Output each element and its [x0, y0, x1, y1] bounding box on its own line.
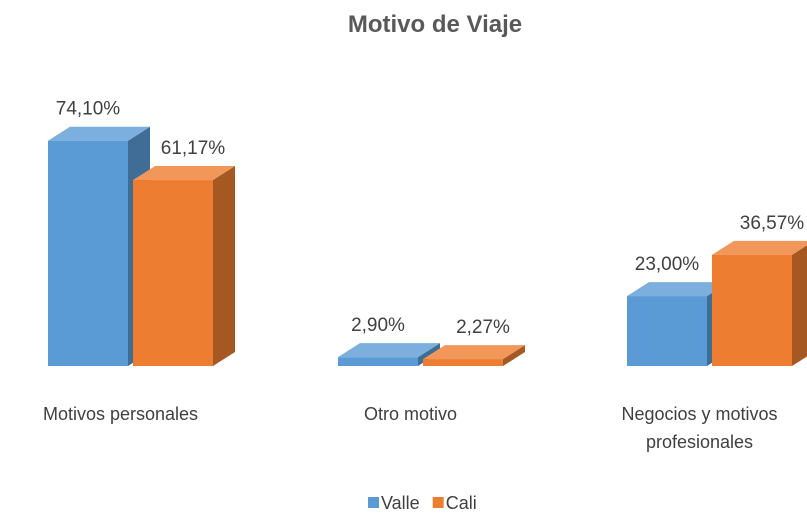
- legend-label: Cali: [446, 493, 477, 513]
- bar: [712, 240, 807, 366]
- legend-swatch: [368, 497, 379, 508]
- chart-title: Motivo de Viaje: [348, 11, 522, 38]
- x-tick-label: Otro motivo: [363, 404, 458, 424]
- legend-swatch: [432, 497, 444, 508]
- bar-front: [48, 140, 128, 366]
- bar-front: [133, 180, 213, 366]
- data-label: 74,10%: [56, 99, 121, 120]
- bar-front: [338, 357, 418, 366]
- bar-top: [48, 126, 150, 141]
- data-label: 23,00%: [635, 254, 700, 275]
- x-tick-label: Negocios y motivos profesionales: [621, 404, 778, 452]
- x-tick-label: Motivos personales: [42, 404, 199, 424]
- bar-top: [423, 345, 525, 360]
- bar: [423, 345, 525, 366]
- bar-side: [792, 245, 807, 366]
- bar-top: [712, 240, 807, 255]
- data-label: 2,27%: [456, 317, 510, 338]
- bar-top: [627, 282, 729, 297]
- bar-top: [133, 166, 235, 181]
- bar-front: [627, 296, 707, 366]
- bar-front: [423, 359, 503, 366]
- data-label: 2,90%: [351, 315, 405, 336]
- bar-front: [712, 254, 792, 366]
- data-label: 36,57%: [740, 213, 805, 234]
- bar-top: [338, 343, 440, 358]
- bar: [133, 166, 235, 366]
- bar-side: [213, 166, 235, 366]
- bar-side: [503, 345, 525, 366]
- legend-label: Valle: [381, 493, 420, 513]
- data-label: 61,17%: [161, 138, 226, 159]
